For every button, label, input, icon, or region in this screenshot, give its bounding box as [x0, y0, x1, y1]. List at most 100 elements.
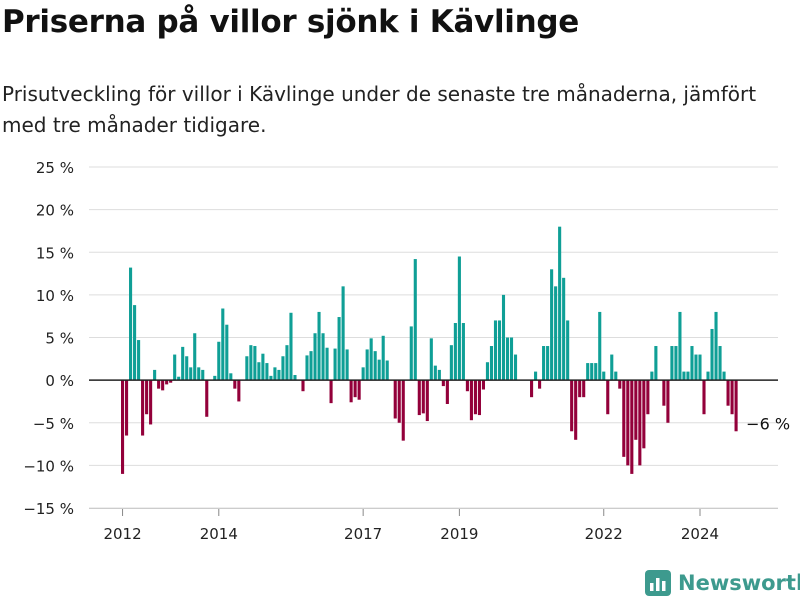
bar — [413, 259, 417, 381]
bar — [301, 380, 305, 392]
bar — [489, 346, 494, 381]
bar — [137, 340, 141, 381]
bar — [369, 338, 373, 381]
bar — [509, 337, 514, 381]
bar — [337, 317, 341, 381]
bar — [638, 380, 642, 466]
bar — [602, 371, 606, 381]
chart-subtitle: Prisutveckling för villor i Kävlinge und… — [2, 82, 757, 137]
annotation-label: −6 % — [746, 414, 790, 433]
bar — [261, 353, 265, 381]
bar — [277, 369, 281, 381]
bar — [145, 380, 149, 415]
bar — [177, 376, 181, 381]
bar — [654, 346, 658, 381]
bar — [149, 380, 153, 425]
bar — [710, 328, 714, 381]
bar — [373, 351, 377, 381]
bar — [313, 333, 317, 381]
bar — [141, 380, 145, 436]
bar — [125, 380, 129, 436]
bar — [534, 371, 538, 381]
bar — [465, 380, 469, 392]
bar — [582, 380, 586, 398]
bar — [165, 380, 169, 385]
bar — [225, 324, 229, 381]
bar — [505, 337, 510, 381]
bar — [349, 380, 353, 403]
y-tick-label: −5 % — [33, 415, 74, 433]
bar — [590, 363, 594, 381]
bar — [237, 380, 241, 402]
bar — [321, 333, 325, 381]
bar — [317, 311, 321, 381]
bar — [469, 380, 473, 421]
bar — [361, 367, 365, 381]
bar — [281, 356, 285, 381]
bar — [433, 365, 437, 381]
bar — [574, 380, 578, 440]
bar — [646, 380, 650, 415]
x-tick-label: 2017 — [344, 525, 382, 543]
bar — [213, 375, 217, 381]
bar — [666, 380, 670, 423]
bar — [441, 380, 445, 387]
bar — [594, 363, 598, 381]
bar — [497, 320, 502, 381]
bar — [197, 367, 201, 381]
bar — [686, 371, 690, 381]
bar — [445, 380, 449, 404]
bar — [473, 380, 477, 415]
bar — [169, 380, 173, 383]
bar — [546, 346, 550, 381]
bar — [586, 363, 590, 381]
bar — [357, 380, 361, 400]
x-tick-label: 2019 — [440, 525, 478, 543]
newsworthy-icon — [645, 570, 671, 596]
y-tick-label: −15 % — [23, 500, 74, 518]
y-tick-label: 5 % — [45, 330, 74, 348]
bar — [461, 323, 465, 381]
bar — [578, 380, 582, 398]
bar — [610, 354, 614, 381]
x-tick-label: 2024 — [681, 525, 719, 543]
bar — [421, 380, 425, 414]
bar — [682, 371, 686, 381]
bar — [401, 380, 405, 441]
bar — [722, 371, 726, 381]
bar — [273, 367, 277, 381]
bar — [309, 351, 313, 381]
bar — [201, 369, 205, 381]
y-tick-label: 10 % — [36, 287, 74, 305]
bar — [429, 338, 433, 381]
bar — [217, 341, 221, 381]
bar — [566, 320, 570, 381]
bar — [630, 380, 634, 474]
bar — [417, 380, 421, 416]
bar — [718, 346, 722, 381]
bar — [626, 380, 630, 466]
bar — [305, 355, 309, 381]
bar — [437, 369, 441, 381]
bar — [606, 380, 610, 415]
bar — [457, 256, 461, 381]
bar — [293, 375, 297, 381]
brand-name: Newsworthy — [678, 571, 800, 595]
bar — [341, 286, 345, 381]
bar — [181, 346, 185, 381]
x-tick-label: 2022 — [585, 525, 623, 543]
bar — [205, 380, 209, 417]
y-tick-label: −10 % — [23, 457, 74, 475]
bar — [714, 311, 718, 381]
bar — [678, 311, 682, 381]
bar — [269, 375, 273, 381]
bar — [185, 356, 189, 381]
bar — [501, 294, 506, 381]
bar — [257, 362, 261, 381]
bar — [530, 380, 534, 398]
bar — [245, 356, 249, 381]
bar — [121, 380, 125, 474]
bar — [730, 380, 734, 415]
x-tick-label: 2014 — [200, 525, 238, 543]
